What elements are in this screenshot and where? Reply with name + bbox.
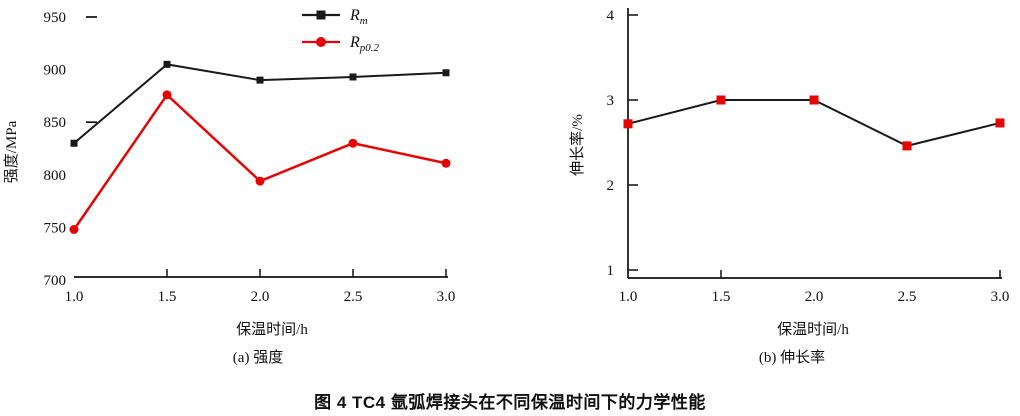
data-point-marker (809, 95, 819, 105)
series-line-0 (627, 99, 1001, 147)
x-tick-label: 2.5 (344, 289, 363, 305)
chart-b-elongation: 4 3 2 11.0 1.5 2.0 2.5 3.0 保温时间/h 伸长率/% (b) 伸长率 (569, 8, 1010, 366)
data-point-marker (442, 69, 450, 77)
data-point-marker (902, 141, 912, 151)
data-point-marker (623, 119, 633, 129)
charts-row: 950 900 850 800 750 700 1.0 1.5 2.0 2.5 3.0 保温时间/h 强… (3, 7, 1010, 366)
data-point-marker (255, 176, 265, 186)
subcaption: (a) 强度 (233, 349, 283, 366)
x-axis-title: 保温时间/h (777, 321, 849, 338)
legend-label: Rm (349, 7, 368, 27)
subcaption: (b) 伸长率 (759, 349, 825, 366)
y-tick-label: 700 (44, 273, 67, 289)
data-point-marker (348, 138, 358, 148)
figure-caption: 图 4 TC4 氩弧焊接头在不同保温时间下的力学性能 (314, 393, 706, 412)
x-tick-label: 2.0 (805, 289, 824, 305)
y-tick-label: 2 (607, 178, 615, 194)
data-point-marker (163, 60, 171, 68)
data-point-marker (70, 139, 78, 147)
y-tick-label: 950 (44, 10, 67, 26)
x-tick-label: 1.0 (619, 289, 638, 305)
y-tick-label: 900 (44, 63, 67, 79)
y-tick-label: 800 (44, 168, 67, 184)
y-tick-label: 1 (607, 263, 615, 279)
y-tick-label: 850 (44, 115, 67, 131)
data-point-marker (441, 158, 451, 168)
y-tick-label: 4 (607, 8, 615, 24)
x-axis-title: 保温时间/h (236, 321, 308, 338)
legend-label: Rp0.2 (349, 34, 380, 54)
series-line-0 (73, 63, 447, 145)
data-point-marker (69, 225, 79, 235)
series-line-1 (72, 92, 447, 231)
y-tick-label: 750 (44, 220, 67, 236)
y-axis-title: 伸长率/% (569, 114, 586, 176)
x-tick-label: 3.0 (991, 289, 1010, 305)
x-tick-label: 2.0 (251, 289, 270, 305)
legend-marker (316, 10, 326, 20)
x-tick-label: 1.0 (65, 289, 84, 305)
data-point-marker (349, 73, 357, 81)
y-tick-label: 3 (607, 93, 615, 109)
data-point-marker (995, 118, 1005, 128)
x-tick-label: 3.0 (437, 289, 456, 305)
x-tick-label: 1.5 (158, 289, 177, 305)
data-point-marker (256, 76, 264, 84)
data-point-marker (716, 95, 726, 105)
legend-marker (316, 37, 326, 47)
data-point-marker (162, 90, 172, 100)
y-axis-title: 强度/MPa (3, 120, 20, 183)
x-tick-label: 1.5 (712, 289, 731, 305)
x-tick-label: 2.5 (898, 289, 917, 305)
